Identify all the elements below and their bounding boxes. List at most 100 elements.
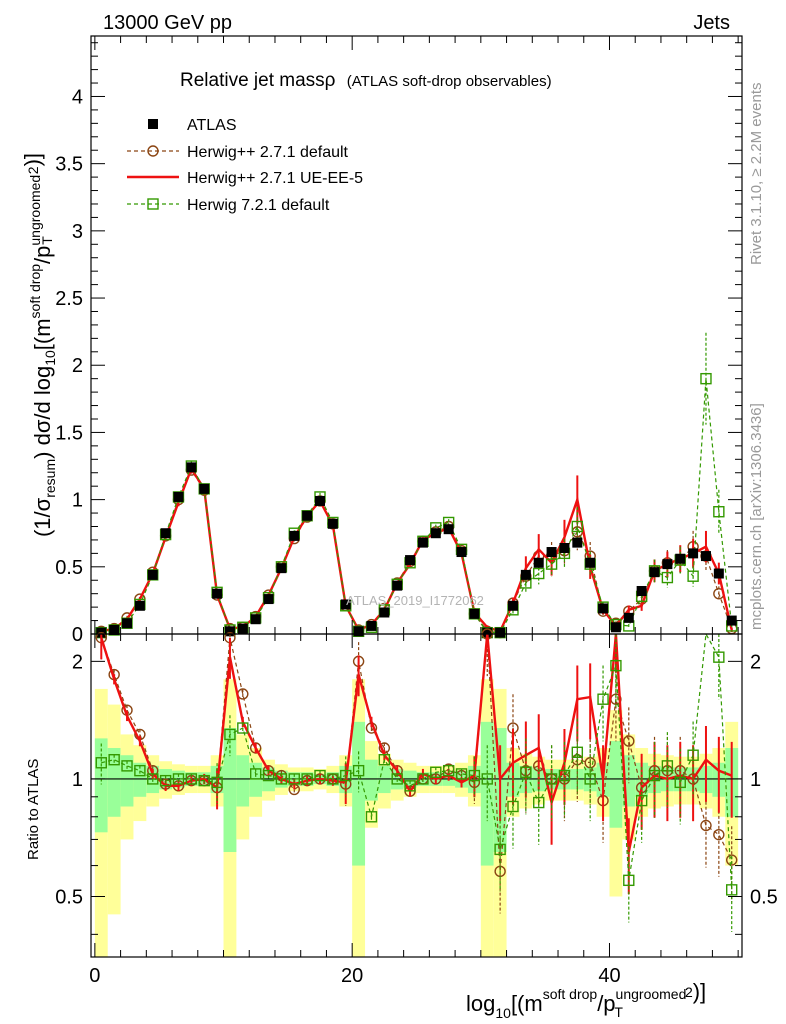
atlas-point <box>199 483 210 494</box>
atlas-point <box>507 600 518 611</box>
legend-marker <box>147 145 159 157</box>
ratio-point <box>275 773 288 785</box>
source-label: mcplots.cern.ch [arXiv:1306.3436] <box>748 403 765 630</box>
ratio-point <box>558 769 571 782</box>
legend-marker-atlas <box>148 119 158 129</box>
ratio-point <box>726 884 738 896</box>
data-point <box>700 372 712 385</box>
atlas-point <box>366 620 377 631</box>
ratio-point <box>430 766 442 778</box>
atlas-point <box>109 624 120 635</box>
atlas-point <box>700 551 711 562</box>
ratio-point <box>134 764 146 777</box>
legend-label: Herwig 7.2.1 default <box>187 197 330 214</box>
ratio-point <box>571 746 584 758</box>
band-inner <box>480 721 494 866</box>
axes-layer: 00.511.522.533.540 20 400.5 0.51 12 2 <box>55 35 778 987</box>
ratio-point <box>507 800 519 813</box>
ratio-point <box>417 773 429 785</box>
atlas-point <box>623 612 634 623</box>
ratio-point <box>108 754 120 766</box>
atlas-point <box>250 614 261 625</box>
atlas-point <box>482 627 493 638</box>
atlas-point <box>392 580 403 591</box>
chart-subtitle: (ATLAS soft-drop observables) <box>347 73 552 90</box>
ratio-point <box>301 773 313 785</box>
x-tick-label: 20 <box>341 965 363 987</box>
band-inner <box>249 762 263 797</box>
ratio-frame <box>90 633 743 958</box>
ratio-point <box>249 768 262 780</box>
x-axis-title: log10[(msoft drop/pungroomed T2)] <box>466 979 706 1021</box>
atlas-point <box>224 626 235 637</box>
ratio-point <box>545 773 558 785</box>
ratio-point <box>391 773 403 785</box>
ratio-point <box>623 735 635 747</box>
y-tick-label: 0 <box>72 624 83 646</box>
atlas-point <box>675 553 686 564</box>
ratio-point <box>95 757 107 769</box>
atlas-point <box>598 603 609 614</box>
ratio-y-tick-label-right: 1 <box>750 769 761 791</box>
ratio-point <box>635 794 648 807</box>
atlas-point <box>726 615 737 626</box>
ratio-point <box>674 776 686 789</box>
atlas-point <box>289 530 300 541</box>
ratio-point <box>726 854 738 866</box>
ratio-point <box>533 796 545 809</box>
atlas-point <box>315 495 326 506</box>
ratio-point <box>340 769 352 782</box>
data-point <box>571 520 584 533</box>
data-point <box>533 567 545 580</box>
ratio-point <box>584 773 596 785</box>
ratio-point <box>520 766 532 778</box>
atlas-point <box>585 557 596 568</box>
band-inner <box>120 755 134 807</box>
atlas-point <box>495 627 506 638</box>
atlas-point <box>134 600 145 611</box>
legend-label: Herwig++ 2.7.1 UE-EE-5 <box>187 170 363 187</box>
atlas-point <box>469 608 480 619</box>
atlas-point <box>327 518 338 529</box>
ratio-point <box>494 843 506 856</box>
atlas-point <box>237 623 248 634</box>
atlas-point <box>147 569 158 580</box>
analysis-watermark: ATLAS_2019_I1772062 <box>346 593 484 608</box>
ratio-point <box>365 811 378 823</box>
header-category: Jets <box>693 12 730 34</box>
x-tick-label: 0 <box>89 965 100 987</box>
ratio-point <box>713 828 725 841</box>
atlas-point <box>160 528 171 539</box>
chart-title: Relative jet massρ <box>180 70 336 91</box>
ratio-point <box>610 659 622 672</box>
y-tick-label: 1 <box>72 490 83 512</box>
ratio-point <box>327 773 339 785</box>
atlas-point <box>572 537 583 548</box>
atlas-point <box>713 568 724 579</box>
ratio-point <box>648 769 661 782</box>
rivet-label: Rivet 3.1.10, ≥ 2.2M events <box>748 83 765 266</box>
legend: ATLAS Herwig++ 2.7.1 default Herwig++ 2.7.… <box>127 117 363 214</box>
ratio-point <box>713 651 725 663</box>
band-inner <box>94 738 108 833</box>
ratio-point <box>198 774 210 787</box>
ratio-point <box>455 768 468 780</box>
y-tick-label: 4 <box>72 86 83 108</box>
data-point <box>687 570 699 582</box>
atlas-point <box>559 542 570 553</box>
atlas-point <box>636 585 647 596</box>
ratio-point <box>404 780 416 792</box>
atlas-point <box>662 559 673 570</box>
ratio-y-tick-label: 0.5 <box>55 887 83 909</box>
header-energy: 13000 GeV pp <box>103 12 232 34</box>
legend-label: Herwig++ 2.7.1 default <box>187 144 349 161</box>
atlas-point <box>186 462 197 473</box>
atlas-point <box>533 557 544 568</box>
atlas-point <box>443 524 454 535</box>
atlas-point <box>263 594 274 605</box>
ratio-y-tick-label-right: 2 <box>750 651 761 673</box>
ratio-point <box>687 749 699 761</box>
svg-text:log10[(msoft drop/pungroomedT2: log10[(msoft drop/pungroomed T2)] <box>466 979 706 1021</box>
ratio-point <box>211 776 223 789</box>
